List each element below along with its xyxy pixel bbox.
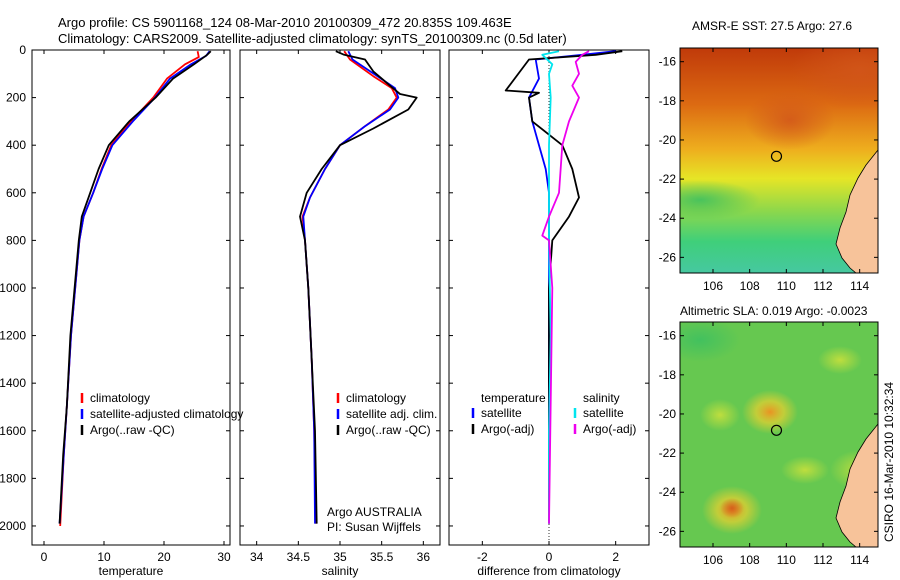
y-tick-label: 1000 xyxy=(0,281,26,295)
x-tick-label: 20 xyxy=(157,550,171,564)
series-line-climatology xyxy=(301,50,398,524)
sst-map-title: AMSR-E SST: 27.5 Argo: 27.6 xyxy=(692,19,852,33)
temperature-panel: 0 10 20 30 0 200 400 600 800 1000 1200 1400 1600 1800… xyxy=(0,43,243,578)
sst-cool-patch xyxy=(680,180,760,220)
map-y-tick-label: -22 xyxy=(659,446,677,460)
map-y-tick-label: -20 xyxy=(659,133,677,147)
y-tick-label: 1400 xyxy=(0,376,26,390)
map-y-tick-label: -18 xyxy=(659,94,677,108)
map-x-tick-label: 114 xyxy=(850,553,869,567)
series-line-argo xyxy=(58,50,212,524)
temperature-axes-frame xyxy=(31,49,231,546)
credit-annotation: PI: Susan Wijffels xyxy=(327,520,421,534)
map-y-tick-label: -18 xyxy=(659,368,677,382)
map-y-tick-label: -24 xyxy=(659,211,677,225)
legend-label: Argo(..raw -QC) xyxy=(346,423,431,437)
y-tick-label: 0 xyxy=(19,43,26,57)
x-tick-label: 2 xyxy=(612,550,619,564)
argo-float-marker xyxy=(770,424,783,436)
header-line2: Climatology: CARS2009. Satellite-adjuste… xyxy=(58,31,567,46)
sst-map-frame xyxy=(679,47,879,274)
sla-map-frame xyxy=(679,321,879,548)
x-axis-label: salinity xyxy=(322,564,359,578)
map-y-tick-label: -22 xyxy=(659,172,677,186)
x-tick-label: 36 xyxy=(417,550,431,564)
y-tick-label: 800 xyxy=(6,233,26,247)
legend-label: satellite adj. clim. xyxy=(346,407,437,421)
y-tick-label: 200 xyxy=(6,91,26,105)
x-tick-label: 0 xyxy=(41,550,48,564)
map-y-tick-label: -16 xyxy=(659,55,677,69)
map-x-tick-label: 112 xyxy=(813,279,832,293)
legend-label: satellite-adjusted climatology xyxy=(90,407,243,421)
map-y-tick-label: -16 xyxy=(659,329,677,343)
header-line1: Argo profile: CS 5901168_124 08-Mar-2010… xyxy=(58,15,512,30)
map-y-tick-label: -24 xyxy=(659,485,677,499)
x-tick-label: 34 xyxy=(250,550,264,564)
legend-title-salinity: salinity xyxy=(583,391,620,405)
legend-title-temperature: temperature xyxy=(481,391,546,405)
x-tick-label: 34.5 xyxy=(287,550,311,564)
map-x-tick-label: 106 xyxy=(703,553,723,567)
sla-map-panel: Altimetric SLA: 0.019 Argo: -0.0023 106 1… xyxy=(659,304,879,567)
x-tick-label: -2 xyxy=(477,550,488,564)
map-x-tick-label: 112 xyxy=(813,553,832,567)
sla-peak-patch xyxy=(720,498,744,518)
x-tick-label: 35 xyxy=(333,550,347,564)
sla-high-patch xyxy=(818,346,862,374)
series-line-temperature-satellite xyxy=(528,50,616,524)
series-line-argo xyxy=(299,50,418,524)
legend-label: climatology xyxy=(346,391,406,405)
map-x-tick-label: 108 xyxy=(740,279,760,293)
sla-map-title: Altimetric SLA: 0.019 Argo: -0.0023 xyxy=(680,304,868,318)
side-timestamp: CSIRO 16-Mar-2010 10:32:34 xyxy=(882,382,896,542)
sla-low-patch xyxy=(680,322,740,362)
map-x-tick-label: 114 xyxy=(850,279,869,293)
salinity-axes-frame xyxy=(239,49,441,546)
legend-label: Argo(..raw -QC) xyxy=(90,423,175,437)
legend-label: satellite xyxy=(583,406,624,420)
x-tick-label: 30 xyxy=(217,550,231,564)
sla-high-patch xyxy=(781,456,829,484)
x-axis-label: temperature xyxy=(99,564,164,578)
sst-land xyxy=(835,149,878,273)
map-x-tick-label: 110 xyxy=(777,279,796,293)
series-line-temperature-argo xyxy=(504,50,623,524)
map-y-tick-label: -26 xyxy=(659,250,677,264)
salinity-panel: 34 34.5 35 35.5 36 salinity climatology satelli… xyxy=(239,49,441,578)
sla-high-patch xyxy=(742,390,798,434)
series-line-satellite xyxy=(58,50,211,524)
series-line-salinity-satellite xyxy=(541,50,560,524)
y-tick-label: 600 xyxy=(6,186,26,200)
series-line-salinity-argo xyxy=(541,50,590,524)
x-tick-label: 10 xyxy=(97,550,111,564)
sla-land xyxy=(835,423,878,547)
sla-high-patch xyxy=(700,399,740,431)
map-x-tick-label: 108 xyxy=(740,553,760,567)
credit-annotation: Argo AUSTRALIA xyxy=(327,505,422,519)
y-tick-label: 400 xyxy=(6,138,26,152)
argo-float-marker xyxy=(770,150,783,162)
map-x-tick-label: 110 xyxy=(777,553,796,567)
y-tick-label: 1800 xyxy=(0,471,26,485)
map-y-tick-label: -20 xyxy=(659,407,677,421)
x-tick-label: 35.5 xyxy=(370,550,394,564)
y-tick-label: 1200 xyxy=(0,329,26,343)
y-tick-label: 2000 xyxy=(0,519,26,533)
legend-label: Argo(-adj) xyxy=(583,422,636,436)
sst-warm-patch xyxy=(745,90,835,150)
sst-map-panel: AMSR-E SST: 27.5 Argo: 27.6 106 108 110 112… xyxy=(659,19,879,293)
y-tick-label: 1600 xyxy=(0,424,26,438)
x-axis-label: difference from climatology xyxy=(477,564,620,578)
map-y-tick-label: -26 xyxy=(659,524,677,538)
legend-label: Argo(-adj) xyxy=(481,422,534,436)
legend-label: climatology xyxy=(90,391,150,405)
x-tick-label: 0 xyxy=(546,550,553,564)
legend-label: satellite xyxy=(481,406,522,420)
map-x-tick-label: 106 xyxy=(703,279,723,293)
